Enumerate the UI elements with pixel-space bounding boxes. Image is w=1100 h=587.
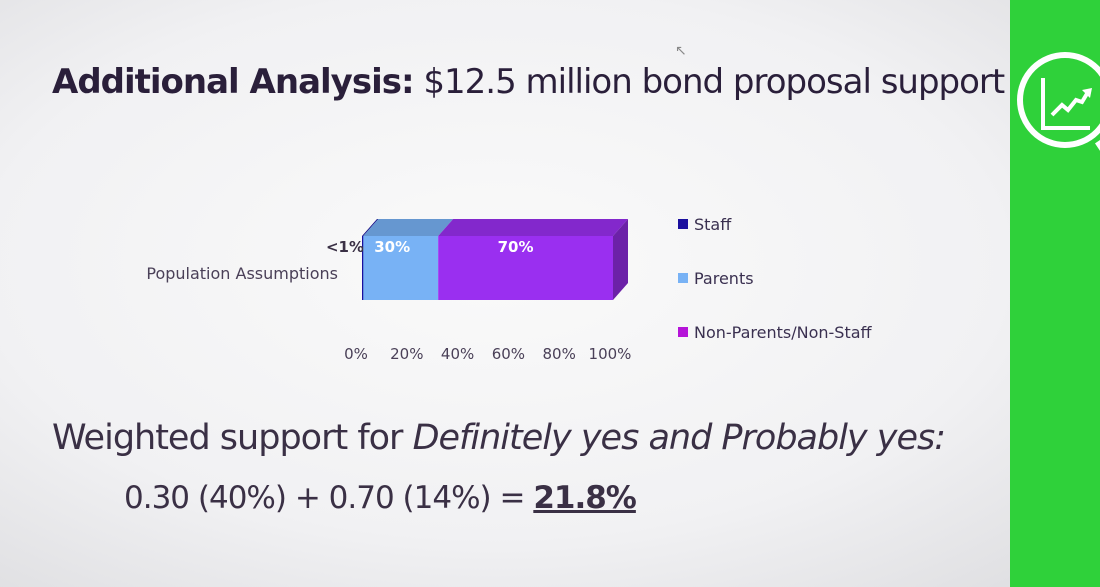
data-label: 30% [374, 238, 410, 256]
legend-label: Non-Parents/Non-Staff [694, 323, 873, 342]
mouse-cursor-icon: ↖ [675, 43, 687, 59]
x-tick-label: 60% [492, 345, 525, 363]
weighted-prefix: Weighted support for [52, 418, 413, 458]
bar-top-1 [363, 219, 454, 236]
bar-segment-staff [362, 236, 364, 300]
weighted-support-heading: Weighted support for Definitely yes and … [52, 418, 946, 458]
legend-swatch [678, 327, 688, 337]
bar-side [613, 219, 628, 300]
title-bold: Additional Analysis: [52, 62, 415, 102]
weighted-italic: Definitely yes and Probably yes: [412, 418, 946, 458]
legend-label: Parents [694, 269, 754, 288]
magnifier-chart-icon [1017, 52, 1100, 151]
green-side-panel [1010, 0, 1100, 587]
x-tick-label: 100% [589, 345, 632, 363]
data-label: <1% [326, 238, 364, 256]
stacked-bar-chart: <1% 30% 70% Population Assumptions 0% 20% 40… [146, 215, 873, 363]
legend-swatch [678, 219, 688, 229]
bar-top-0 [362, 219, 379, 236]
x-tick-label: 0% [344, 345, 368, 363]
formula-result: 21.8% [533, 480, 637, 516]
category-label: Population Assumptions [146, 264, 338, 283]
bar-segment-non-parents-non-staff [438, 236, 613, 300]
bar-segment-parents [363, 236, 439, 300]
bar-top-2 [438, 219, 628, 236]
legend-label: Staff [694, 215, 732, 234]
title-rest: $12.5 million bond proposal support [413, 62, 1005, 102]
formula-text: 0.30 (40%) + 0.70 (14%) = [124, 480, 534, 516]
slide-title: Additional Analysis: $12.5 million bond … [52, 62, 1005, 102]
x-tick-label: 20% [390, 345, 423, 363]
data-label: 70% [498, 238, 534, 256]
legend-swatch [678, 273, 688, 283]
x-tick-label: 80% [543, 345, 576, 363]
weighted-formula: 0.30 (40%) + 0.70 (14%) = 21.8% [124, 480, 637, 516]
x-tick-label: 40% [441, 345, 474, 363]
